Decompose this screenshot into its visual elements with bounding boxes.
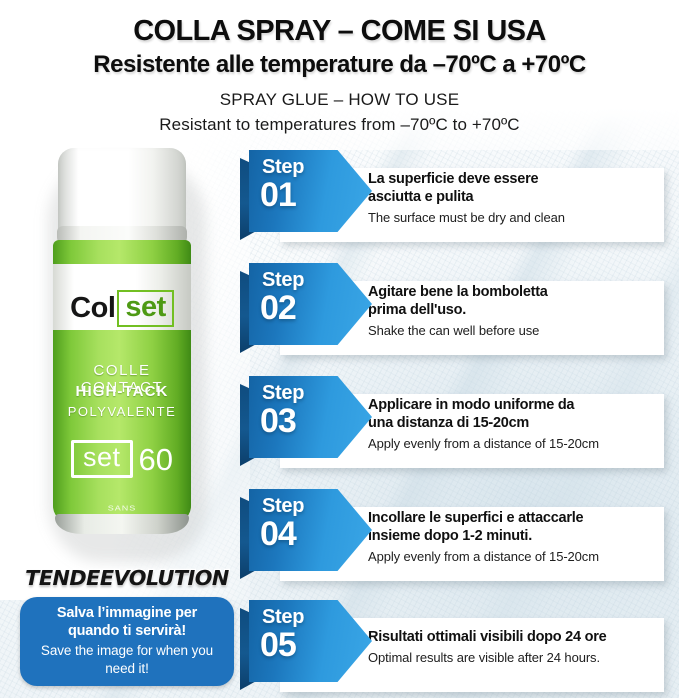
step-english-01: The surface must be dry and clean	[368, 210, 565, 226]
step-badge-03: Step 03	[240, 376, 372, 466]
step-italian-line1-04: Incollare le superfici e attaccarle	[368, 510, 584, 526]
badge-number-05: 05	[260, 626, 297, 664]
step-english-03: Apply evenly from a distance of 15-20cm	[368, 436, 599, 452]
step-item-05: Step 05 Risultati ottimali visibili dopo…	[240, 600, 664, 692]
badge-number-04: 04	[260, 515, 297, 553]
step-italian-line2-01: asciutta e pulita	[368, 189, 474, 206]
badge-word-03: Step	[262, 382, 305, 404]
badge-number-03: 03	[260, 402, 297, 440]
badge-word-02: Step	[262, 269, 305, 291]
badge-number-01: 01	[260, 176, 297, 214]
step-italian-line1-05: Risultati ottimali visibili dopo 24 ore	[368, 629, 607, 645]
step-item-04: Step 04 Incollare le superfici e attacca…	[240, 489, 664, 581]
badge-word-01: Step	[262, 156, 305, 178]
step-item-03: Step 03 Applicare in modo uniforme da un…	[240, 376, 664, 468]
step-badge-05: Step 05	[240, 600, 372, 690]
step-italian-line2-02: prima dell'uso.	[368, 302, 466, 319]
step-badge-04: Step 04	[240, 489, 372, 579]
step-badge-02: Step 02	[240, 263, 372, 353]
step-text-01: La superficie deve essere asciutta e pul…	[368, 170, 664, 227]
badge-number-02: 02	[260, 289, 297, 327]
badge-word-05: Step	[262, 606, 305, 628]
step-english-04: Apply evenly from a distance of 15-20cm	[368, 549, 599, 565]
step-italian-line2-04: insieme dopo 1-2 minuti.	[368, 528, 532, 545]
step-item-01: Step 01 La superficie deve essere asciut…	[240, 150, 664, 242]
step-text-03: Applicare in modo uniforme da una distan…	[368, 396, 664, 453]
step-text-05: Risultati ottimali visibili dopo 24 ore …	[368, 628, 664, 667]
step-english-05: Optimal results are visible after 24 hou…	[368, 650, 600, 666]
step-italian-line1-01: La superficie deve essere	[368, 171, 539, 187]
step-italian-line1-03: Applicare in modo uniforme da	[368, 397, 575, 413]
step-text-02: Agitare bene la bomboletta prima dell'us…	[368, 283, 664, 340]
step-italian-line1-02: Agitare bene la bomboletta	[368, 284, 548, 300]
step-italian-line2-03: una distanza di 15-20cm	[368, 415, 530, 432]
step-english-02: Shake the can well before use	[368, 323, 540, 339]
badge-word-04: Step	[262, 495, 305, 517]
step-text-04: Incollare le superfici e attaccarle insi…	[368, 509, 664, 566]
step-item-02: Step 02 Agitare bene la bomboletta prima…	[240, 263, 664, 355]
step-badge-01: Step 01	[240, 150, 372, 240]
